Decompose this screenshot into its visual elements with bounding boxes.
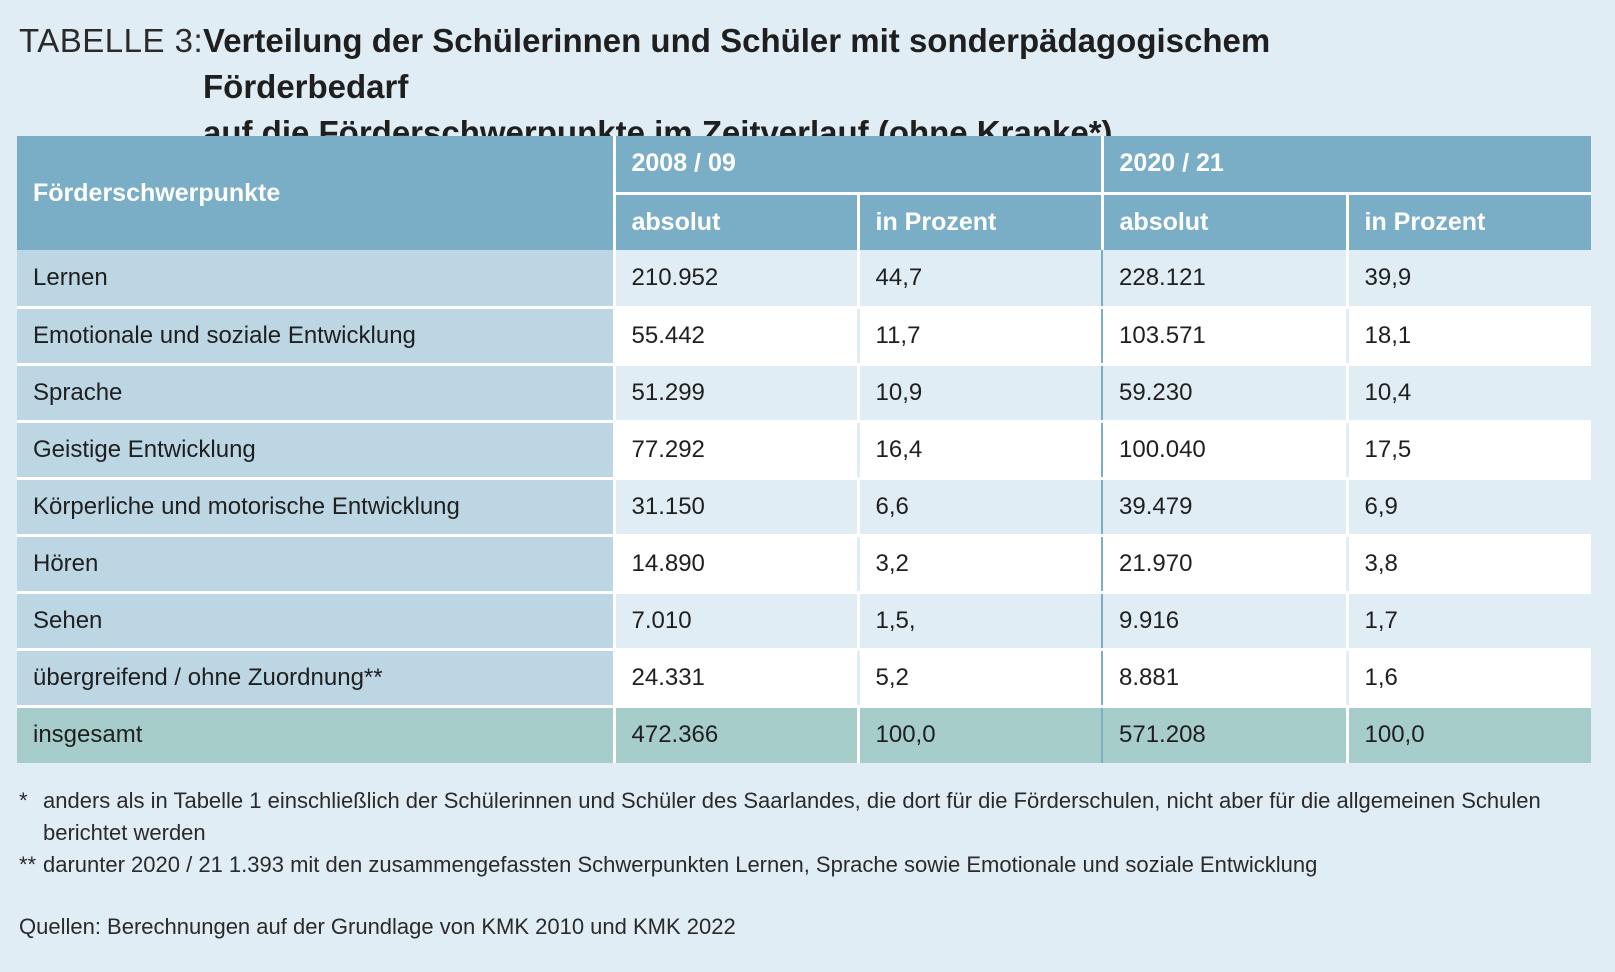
cell-prozent-2008: 6,6 xyxy=(858,478,1104,537)
header-prozent-2008: in Prozent xyxy=(858,193,1104,250)
total-absolut-2020: 571.208 xyxy=(1102,706,1349,763)
footnote-1-text: anders als in Tabelle 1 einschließlich d… xyxy=(43,788,1541,845)
cell-prozent-2020: 17,5 xyxy=(1347,421,1592,480)
cell-prozent-2008: 16,4 xyxy=(858,421,1104,480)
row-label: Sprache xyxy=(17,364,616,423)
total-absolut-2008: 472.366 xyxy=(614,706,860,763)
total-prozent-2008: 100,0 xyxy=(858,706,1104,763)
cell-absolut-2020: 9.916 xyxy=(1102,592,1349,651)
footnote-2-mark: ** xyxy=(19,852,37,877)
cell-absolut-2020: 100.040 xyxy=(1102,421,1349,480)
table-row: übergreifend / ohne Zuordnung** 24.331 5… xyxy=(17,649,1592,708)
data-table: Förderschwerpunkte 2008 / 09 2020 / 21 a… xyxy=(17,136,1592,763)
header-period-2008-09: 2008 / 09 xyxy=(614,136,1104,195)
cell-prozent-2020: 3,8 xyxy=(1347,535,1592,594)
cell-prozent-2020: 10,4 xyxy=(1347,364,1592,423)
table-row: Sehen 7.010 1,5, 9.916 1,7 xyxy=(17,592,1592,651)
total-prozent-2020: 100,0 xyxy=(1347,706,1592,763)
cell-absolut-2008: 31.150 xyxy=(614,478,860,537)
row-label: übergreifend / ohne Zuordnung** xyxy=(17,649,616,708)
table-body: Lernen 210.952 44,7 228.121 39,9 Emotion… xyxy=(17,250,1592,763)
cell-absolut-2008: 55.442 xyxy=(614,307,860,366)
row-label: Sehen xyxy=(17,592,616,651)
footnote-2-text: darunter 2020 / 21 1.393 mit den zusamme… xyxy=(43,852,1318,877)
cell-prozent-2008: 11,7 xyxy=(858,307,1104,366)
cell-absolut-2008: 7.010 xyxy=(614,592,860,651)
footnote-1-mark: * xyxy=(19,788,28,813)
table-row: Sprache 51.299 10,9 59.230 10,4 xyxy=(17,364,1592,423)
cell-absolut-2020: 228.121 xyxy=(1102,250,1349,309)
total-label: insgesamt xyxy=(17,706,616,763)
table-number-label: TABELLE 3: xyxy=(19,22,204,59)
row-label: Lernen xyxy=(17,250,616,309)
footnote-1: * anders als in Tabelle 1 einschließlich… xyxy=(19,785,1589,849)
cell-prozent-2020: 39,9 xyxy=(1347,250,1592,309)
table-heading-line-1: Verteilung der Schülerinnen und Schüler … xyxy=(203,22,1271,105)
row-label: Hören xyxy=(17,535,616,594)
table-row: Körperliche und motorische Entwicklung 3… xyxy=(17,478,1592,537)
cell-prozent-2008: 3,2 xyxy=(858,535,1104,594)
cell-absolut-2020: 103.571 xyxy=(1102,307,1349,366)
cell-prozent-2020: 1,6 xyxy=(1347,649,1592,708)
table-row: Emotionale und soziale Entwicklung 55.44… xyxy=(17,307,1592,366)
cell-prozent-2008: 5,2 xyxy=(858,649,1104,708)
table-row: Geistige Entwicklung 77.292 16,4 100.040… xyxy=(17,421,1592,480)
cell-prozent-2008: 1,5, xyxy=(858,592,1104,651)
cell-absolut-2008: 24.331 xyxy=(614,649,860,708)
row-label: Geistige Entwicklung xyxy=(17,421,616,480)
table-row: Hören 14.890 3,2 21.970 3,8 xyxy=(17,535,1592,594)
cell-absolut-2008: 77.292 xyxy=(614,421,860,480)
cell-absolut-2008: 51.299 xyxy=(614,364,860,423)
header-absolut-2020: absolut xyxy=(1102,193,1349,250)
cell-absolut-2020: 8.881 xyxy=(1102,649,1349,708)
table-header: Förderschwerpunkte 2008 / 09 2020 / 21 a… xyxy=(17,136,1592,250)
cell-absolut-2020: 39.479 xyxy=(1102,478,1349,537)
source-note: Quellen: Berechnungen auf der Grundlage … xyxy=(19,914,736,939)
header-foerderschwerpunkte: Förderschwerpunkte xyxy=(17,136,616,250)
footnotes: * anders als in Tabelle 1 einschließlich… xyxy=(19,785,1589,943)
cell-absolut-2020: 59.230 xyxy=(1102,364,1349,423)
cell-absolut-2020: 21.970 xyxy=(1102,535,1349,594)
cell-prozent-2020: 18,1 xyxy=(1347,307,1592,366)
header-absolut-2008: absolut xyxy=(614,193,860,250)
cell-absolut-2008: 210.952 xyxy=(614,250,860,309)
header-period-2020-21: 2020 / 21 xyxy=(1102,136,1592,195)
footnote-2: ** darunter 2020 / 21 1.393 mit den zusa… xyxy=(19,849,1589,881)
row-label: Emotionale und soziale Entwicklung xyxy=(17,307,616,366)
table-row: Lernen 210.952 44,7 228.121 39,9 xyxy=(17,250,1592,309)
cell-prozent-2008: 10,9 xyxy=(858,364,1104,423)
cell-prozent-2008: 44,7 xyxy=(858,250,1104,309)
cell-prozent-2020: 1,7 xyxy=(1347,592,1592,651)
header-prozent-2020: in Prozent xyxy=(1347,193,1592,250)
cell-absolut-2008: 14.890 xyxy=(614,535,860,594)
table-row-total: insgesamt 472.366 100,0 571.208 100,0 xyxy=(17,706,1592,763)
cell-prozent-2020: 6,9 xyxy=(1347,478,1592,537)
row-label: Körperliche und motorische Entwicklung xyxy=(17,478,616,537)
